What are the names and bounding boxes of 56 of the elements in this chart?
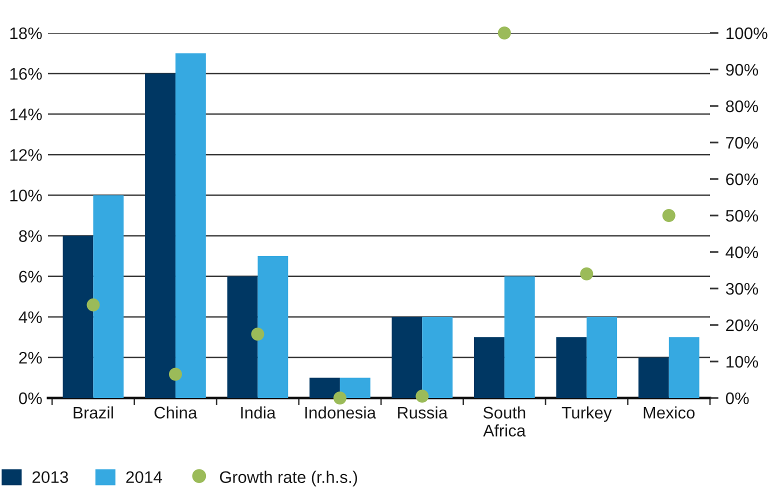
point [416,390,429,403]
y-tick-label: 6% [19,270,42,283]
legend-label: Growth rate (r.h.s.) [220,470,358,486]
x-tick-label: Brazil [74,406,113,419]
point [580,267,594,280]
x-tick-label: China [154,406,198,419]
y2-tick-label: 90% [726,64,758,76]
y2-tick-label: 80% [726,100,758,112]
legend-label: 2014 [126,471,162,484]
y2-tick-label: 30% [726,282,758,295]
bar [93,195,124,398]
bar [668,337,700,398]
y-tick-label: 4% [18,311,42,324]
x-tick-label: Indonesia [305,406,376,419]
point [251,328,264,341]
bar [638,357,669,398]
y-tick-label: 2% [19,352,42,364]
legend-label: 2013 [32,471,68,484]
point [86,298,100,312]
bar [392,316,422,398]
y2-tick-label: 40% [726,246,758,258]
y2-tick-label: 20% [726,319,758,332]
y2-tick-label: 70% [726,136,758,149]
y2-tick-label: 60% [726,173,758,186]
y-tick-label: 10% [10,190,42,202]
y2-tick-label: 0% [726,392,749,404]
y2-tick-label: 50% [726,210,758,222]
y-tick-label: 18% [10,27,42,40]
y2-tick-label: 100% [726,27,768,40]
x-tick-label: Russia [398,406,448,419]
bar [175,53,206,398]
y-tick-label: 0% [19,392,42,404]
point [498,26,511,40]
bar [145,74,176,398]
y-tick-label: 8% [19,230,42,242]
bar [340,378,370,398]
y-tick-label: 12% [10,149,42,161]
bar [62,236,94,398]
y-tick-label: 16% [10,68,42,80]
bar [422,316,453,398]
bar [227,276,258,398]
bar [504,276,535,398]
point [662,208,676,222]
y-tick-label: 14% [10,108,42,120]
point [333,391,346,405]
y2-tick-label: 10% [726,356,758,368]
bar [258,256,288,398]
bar [310,378,340,398]
x-tick-label: India [241,406,276,419]
bar [586,316,618,398]
point [168,368,182,381]
x-tick-label: Mexico [644,406,695,419]
bar [556,337,587,398]
x-tick-label: Turkey [562,406,612,422]
x-tick-label: South Africa [483,406,526,437]
bar [474,337,504,398]
